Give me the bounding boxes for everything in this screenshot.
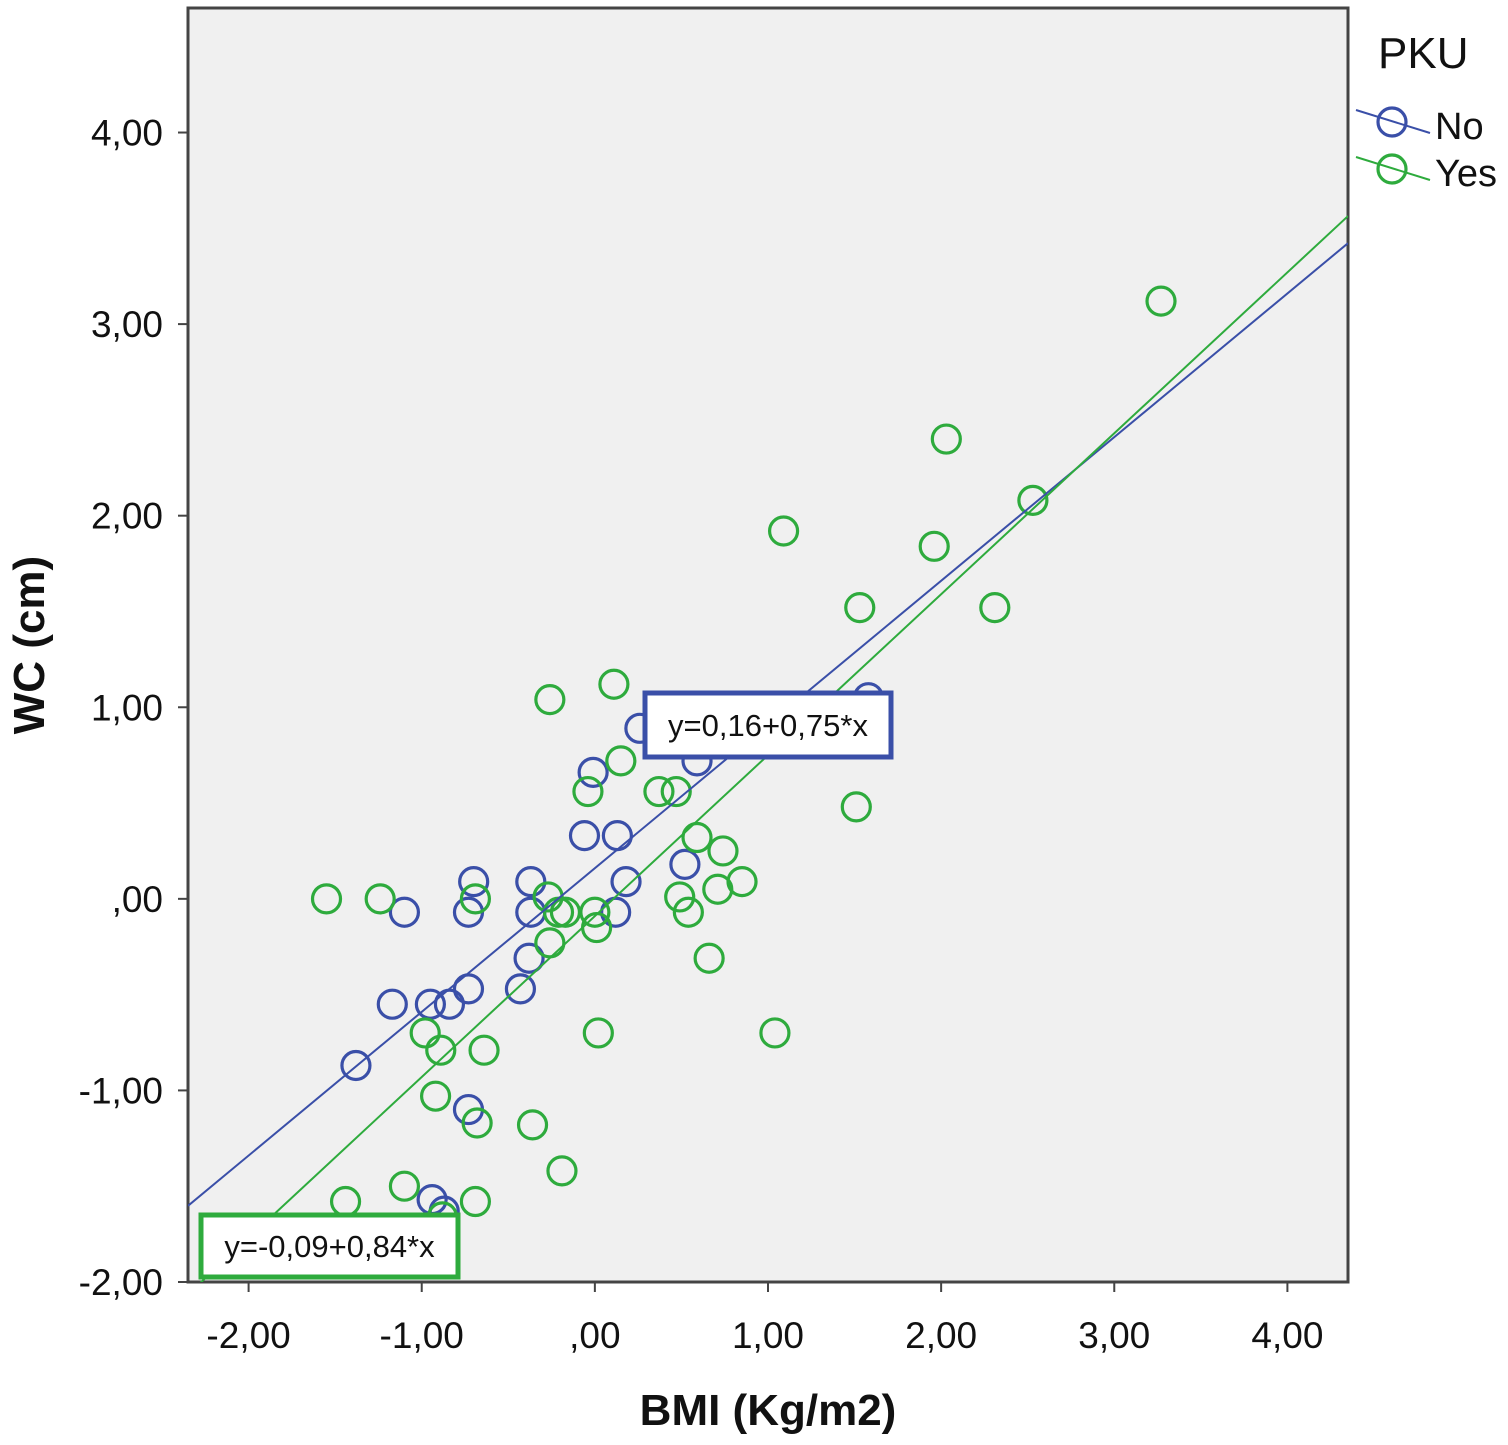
data-point	[840, 791, 872, 823]
data-point	[579, 896, 611, 928]
data-point	[425, 1034, 457, 1066]
data-point	[605, 745, 637, 777]
data-point	[577, 756, 609, 789]
legend: PKU No Yes	[1355, 29, 1497, 195]
data-point	[513, 942, 545, 974]
x-axis: -2,00 -1,00 ,00 1,00 2,00 3,00 4,00	[206, 1282, 1323, 1356]
data-point	[452, 973, 485, 1005]
y-tick-label: -2,00	[79, 1262, 163, 1303]
x-tick-label: -2,00	[206, 1315, 290, 1356]
data-point	[388, 1170, 421, 1202]
data-point	[664, 881, 696, 913]
equation-text: y=-0,09+0,84*x	[224, 1229, 435, 1264]
data-point	[844, 592, 876, 624]
y-tick-label: ,00	[112, 879, 163, 920]
data-point	[409, 1017, 441, 1049]
y-tick-label: 1,00	[91, 687, 163, 728]
data-point	[568, 820, 601, 852]
data-point	[1145, 285, 1177, 317]
data-point	[930, 423, 962, 455]
equation-text: y=0,16+0,75*x	[668, 708, 868, 743]
data-point	[572, 775, 604, 808]
x-tick-label: 4,00	[1251, 1315, 1323, 1356]
y-tick-label: 3,00	[91, 304, 163, 345]
data-point	[918, 530, 950, 562]
x-tick-label: 2,00	[905, 1315, 977, 1356]
data-point	[534, 683, 566, 716]
legend-line	[1355, 109, 1431, 134]
legend-item-yes: Yes	[1355, 153, 1497, 195]
data-point	[468, 1034, 500, 1066]
data-point	[516, 1109, 549, 1141]
data-point	[532, 881, 564, 913]
data-point	[310, 883, 343, 915]
data-point	[376, 988, 408, 1020]
data-point	[388, 896, 421, 928]
data-point	[643, 775, 675, 808]
data-point	[364, 883, 396, 915]
legend-title: PKU	[1378, 29, 1468, 78]
plot-area-background	[186, 6, 1350, 1284]
equation-labels: y=0,16+0,75*x y=-0,09+0,84*x	[198, 690, 894, 1280]
data-point	[515, 865, 547, 898]
legend-label: Yes	[1435, 153, 1497, 195]
data-point	[610, 865, 642, 898]
y-axis-title: WC (cm)	[5, 556, 54, 734]
legend-line	[1355, 156, 1431, 181]
data-point	[598, 668, 630, 700]
legend-item-no: No	[1355, 106, 1484, 148]
y-axis: -2,00 -1,00 ,00 1,00 2,00 3,00 4,00	[79, 113, 188, 1303]
equation-label-no: y=0,16+0,75*x	[642, 690, 894, 760]
series-no	[340, 682, 885, 1227]
data-point	[1017, 484, 1049, 516]
series-layer	[310, 285, 1177, 1233]
data-point	[458, 865, 490, 898]
data-point	[693, 942, 725, 974]
data-point	[340, 1049, 372, 1082]
data-point	[672, 896, 704, 928]
legend-marker	[1376, 153, 1408, 185]
legend-label: No	[1435, 106, 1484, 148]
data-point	[600, 896, 632, 928]
data-point	[459, 1185, 492, 1218]
data-point	[546, 1155, 578, 1187]
data-point	[681, 821, 713, 854]
x-tick-label: -1,00	[380, 1315, 464, 1356]
x-axis-title: BMI (Kg/m2)	[640, 1386, 897, 1435]
data-point	[979, 592, 1011, 624]
data-point	[702, 873, 734, 905]
data-point	[582, 1017, 614, 1049]
data-point	[461, 1107, 493, 1139]
legend-marker	[1376, 106, 1408, 138]
data-point	[433, 988, 466, 1020]
series-yes	[310, 285, 1177, 1233]
equation-box	[642, 690, 894, 760]
equation-box	[198, 1212, 461, 1280]
data-point	[767, 515, 800, 547]
y-tick-label: 2,00	[91, 496, 163, 537]
data-point	[459, 883, 492, 915]
x-tick-label: 1,00	[732, 1315, 804, 1356]
data-point	[669, 848, 701, 880]
data-point	[759, 1017, 791, 1049]
data-point	[660, 775, 692, 808]
data-point	[414, 988, 446, 1020]
data-point	[504, 973, 537, 1005]
equation-label-yes: y=-0,09+0,84*x	[198, 1212, 461, 1280]
data-point	[419, 1080, 452, 1112]
y-tick-label: -1,00	[79, 1070, 163, 1111]
x-tick-label: 3,00	[1078, 1315, 1150, 1356]
x-tick-label: ,00	[569, 1315, 620, 1356]
y-tick-label: 4,00	[91, 113, 163, 154]
data-point	[707, 835, 739, 867]
